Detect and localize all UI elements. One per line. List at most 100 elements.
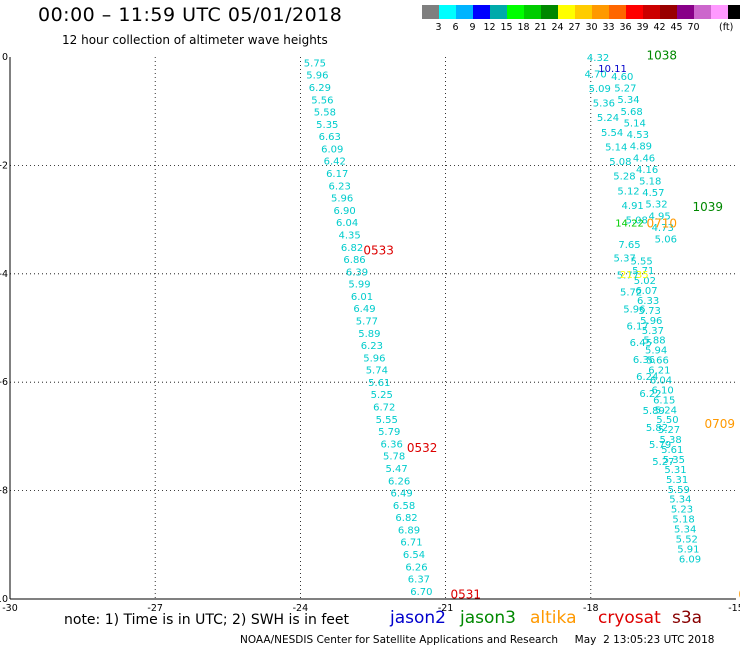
wave-height-value: 5.96 <box>306 71 328 82</box>
wave-height-value: 5.25 <box>371 390 393 401</box>
colorbar-unit: (ft) <box>719 22 734 33</box>
colorbar-label: 6 <box>452 22 459 33</box>
wave-height-value: 6.86 <box>343 255 365 266</box>
wave-height-value: 5.96 <box>623 304 645 315</box>
wave-height-value: 5.99 <box>348 280 370 291</box>
wave-height-value: 5.82 <box>646 423 668 434</box>
x-tick-label: -21 <box>438 603 454 614</box>
wave-height-value: 6.72 <box>373 403 395 414</box>
satellite-legend-item: cryosat <box>598 608 661 628</box>
wave-height-value: 6.09 <box>679 554 701 565</box>
wave-height-value: 5.18 <box>639 176 661 187</box>
credit-line: NOAA/NESDIS Center for Satellite Applica… <box>240 634 715 646</box>
x-tick-label: -27 <box>147 603 163 614</box>
wave-height-value: 5.77 <box>617 270 639 281</box>
track-time-label: 0532 <box>407 441 438 455</box>
wave-height-value: 6.01 <box>351 292 373 303</box>
wave-height-value: 6.04 <box>336 218 358 229</box>
colorbar-swatch <box>609 5 626 19</box>
wave-height-value: 4.95 <box>648 211 670 222</box>
wave-height-value: 21.35 <box>620 270 649 281</box>
x-tick-label: -15 <box>728 603 740 614</box>
colorbar-swatch <box>558 5 575 19</box>
colorbar-swatch <box>575 5 592 19</box>
x-tick-label: -30 <box>2 603 18 614</box>
wave-height-value: 4.53 <box>627 130 649 141</box>
wave-height-value: 5.27 <box>614 84 636 95</box>
colorbar-label: 3 <box>435 22 442 33</box>
colorbar-label: 9 <box>469 22 476 33</box>
wave-height-value: 5.91 <box>677 544 699 555</box>
wave-height-value: 6.49 <box>353 304 375 315</box>
colorbar-label: 18 <box>517 22 530 33</box>
wave-height-value: 5.34 <box>674 525 696 536</box>
satellite-legend-item: altika <box>530 608 577 628</box>
colorbar-swatch <box>541 5 558 19</box>
wave-height-value: 6.10 <box>651 385 673 396</box>
colorbar-swatch <box>524 5 541 19</box>
wave-height-value: 6.23 <box>361 341 383 352</box>
wave-height-value: 5.37 <box>642 326 664 337</box>
colorbar-swatch <box>507 5 524 19</box>
wave-height-value: 5.55 <box>376 415 398 426</box>
y-tick-label: -8 <box>0 486 8 497</box>
wave-height-value: 6.33 <box>637 296 659 307</box>
wave-height-value: 6.54 <box>403 550 425 561</box>
wave-height-value: 5.71 <box>632 266 654 277</box>
chart-subtitle: 12 hour collection of altimeter wave hei… <box>62 33 328 47</box>
wave-height-value: 4.32 <box>587 53 609 64</box>
wave-height-value: 5.79 <box>649 440 671 451</box>
wave-height-value: 14.22 <box>615 218 644 229</box>
wave-height-value: 5.27 <box>658 425 680 436</box>
wave-height-value: 5.55 <box>630 256 652 267</box>
wave-height-value: 5.74 <box>366 366 388 377</box>
wave-height-value: 6.17 <box>626 321 648 332</box>
wave-height-value: 5.79 <box>378 427 400 438</box>
wave-height-value: 6.71 <box>400 538 422 549</box>
wave-height-value: 5.34 <box>669 495 691 506</box>
colorbar-swatch <box>677 5 694 19</box>
wave-height-value: 6.29 <box>309 83 331 94</box>
colorbar-swatch <box>456 5 473 19</box>
wave-height-value: 6.17 <box>326 169 348 180</box>
wave-height-value: 6.70 <box>410 587 432 598</box>
colorbar-swatch <box>439 5 456 19</box>
wave-height-value: 5.61 <box>368 378 390 389</box>
colorbar-swatch <box>694 5 711 19</box>
wave-height-value: 5.32 <box>645 200 667 211</box>
wave-height-value: 5.36 <box>593 99 615 110</box>
wave-height-value: 5.31 <box>664 465 686 476</box>
colorbar-label: 15 <box>500 22 513 33</box>
colorbar-label: 33 <box>602 22 615 33</box>
wave-height-value: 5.02 <box>634 276 656 287</box>
wave-height-value: 5.75 <box>304 58 326 69</box>
colorbar-label: 24 <box>551 22 564 33</box>
colorbar-swatch <box>490 5 507 19</box>
wave-height-value: 5.50 <box>656 415 678 426</box>
wave-height-value: 4.73 <box>652 223 674 234</box>
wave-height-value: 6.36 <box>381 439 403 450</box>
wave-height-value: 6.39 <box>346 267 368 278</box>
y-tick-label: -10 <box>0 594 8 605</box>
colorbar-label: 70 <box>687 22 700 33</box>
wave-height-value: 6.45 <box>630 338 652 349</box>
wave-height-value: 5.06 <box>655 235 677 246</box>
wave-height-value: 6.15 <box>653 395 675 406</box>
wave-height-value: 5.35 <box>316 120 338 131</box>
wave-height-value: 5.12 <box>617 186 639 197</box>
wave-height-value: 6.23 <box>329 181 351 192</box>
wave-height-value: 6.90 <box>334 206 356 217</box>
wave-height-value: 5.89 <box>643 406 665 417</box>
wave-height-value: 5.08 <box>626 216 648 227</box>
wave-height-value: 4.70 <box>585 69 607 80</box>
track-time-label: 0531 <box>450 588 481 602</box>
wave-height-value: 5.59 <box>668 485 690 496</box>
colorbar-swatch <box>728 5 740 19</box>
wave-height-value: 5.77 <box>356 317 378 328</box>
footer-note: note: 1) Time is in UTC; 2) SWH is in fe… <box>64 612 350 628</box>
x-tick-label: -24 <box>293 603 309 614</box>
wave-height-value: 4.89 <box>630 142 652 153</box>
wave-height-value: 5.09 <box>589 84 611 95</box>
wave-height-value: 10.11 <box>598 64 627 75</box>
